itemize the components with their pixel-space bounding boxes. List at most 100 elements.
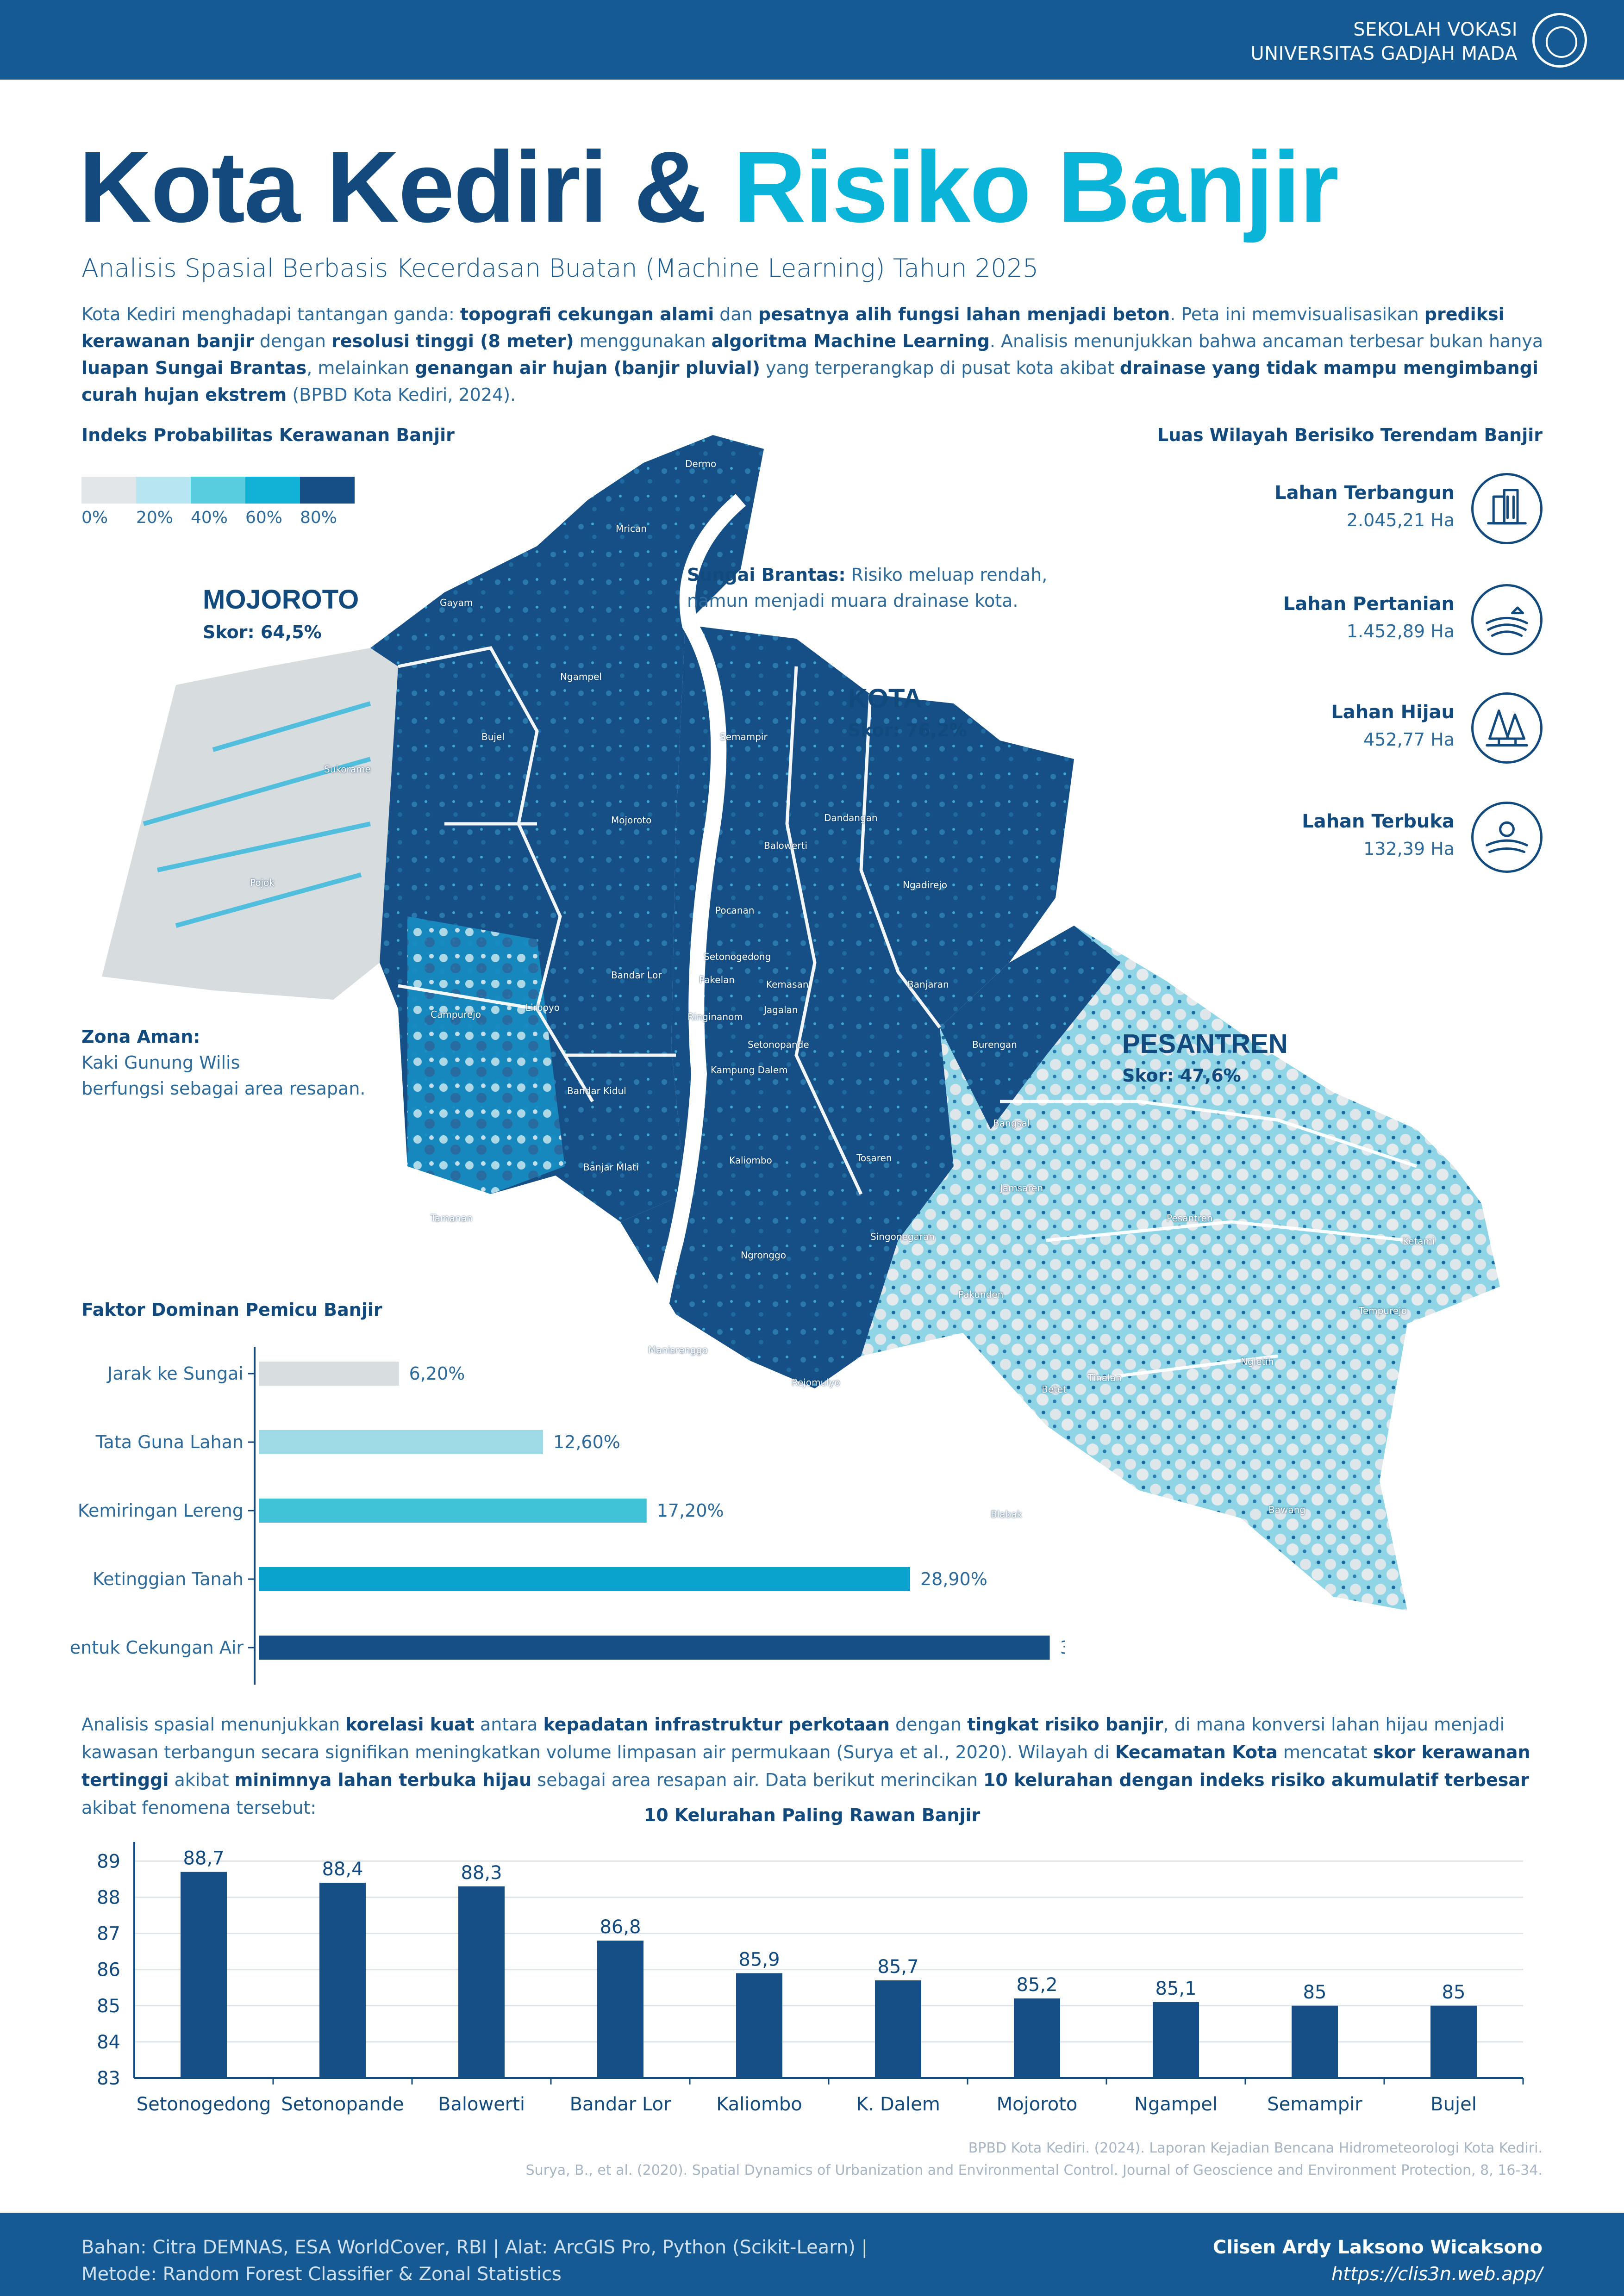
region-name-kota: KOTA <box>848 684 923 714</box>
map-kelurahan-label: Tempurejo <box>1359 1305 1407 1316</box>
kelurahan-value-label: 88,3 <box>461 1862 502 1884</box>
forest-icon <box>1471 692 1543 764</box>
legend-label: 0% <box>81 508 108 527</box>
map-zone-safe <box>102 648 398 1000</box>
map-kelurahan-label: Pojok <box>250 877 275 888</box>
kelurahan-category-label: K. Dalem <box>856 2094 940 2115</box>
land-value: 2.045,21 Ha <box>1346 510 1455 530</box>
kelurahan-category-label: Bujel <box>1430 2094 1477 2115</box>
land-value: 132,39 Ha <box>1363 839 1455 859</box>
text-run: tingkat risiko banjir <box>967 1714 1163 1735</box>
text-run: prediksi kerawanan banjir <box>81 304 1505 351</box>
map-kelurahan-label: Kampung Dalem <box>711 1064 788 1076</box>
factor-bar <box>259 1636 1050 1660</box>
map-kelurahan-label: Balowerti <box>764 840 808 851</box>
map-kelurahan-label: Bandar Lor <box>611 970 662 981</box>
kelurahan-chart-title: 10 Kelurahan Paling Rawan Banjir <box>643 1805 981 1825</box>
intro-paragraph: Kota Kediri menghadapi tantangan ganda: … <box>81 301 1544 408</box>
map-kelurahan-label: Ngletih <box>1241 1356 1274 1367</box>
open-land-icon <box>1471 802 1543 873</box>
note-brantas: Sungai Brantas: Risiko meluap rendah, na… <box>687 565 1048 611</box>
note-zona-aman: Zona Aman: Kaki Gunung Wilis berfungsi s… <box>81 1027 366 1099</box>
map-kelurahan-label: Ngadirejo <box>903 879 948 890</box>
factor-category-label: Bentuk Cekungan Air <box>69 1637 244 1658</box>
text-run: luapan Sungai Brantas <box>81 358 307 378</box>
map-kelurahan-label: Ringinanom <box>687 1011 743 1022</box>
land-name: Lahan Pertanian <box>1283 593 1455 615</box>
map-kelurahan-label: Betet <box>1042 1384 1067 1395</box>
text-run: mencatat <box>1277 1742 1373 1762</box>
map-kelurahan-label: Jagalan <box>764 1004 798 1015</box>
page-subtitle: Analisis Spasial Berbasis Kecerdasan Bua… <box>81 254 1039 283</box>
farmland-icon <box>1471 584 1543 655</box>
map-kelurahan-label: Pakelan <box>699 974 735 985</box>
map-kelurahan-label: Tinalan <box>1088 1372 1122 1383</box>
text-run: , di mana konversi lahan hijau menjadi k… <box>81 1714 1505 1762</box>
map-kelurahan-label: Bujel <box>481 731 505 742</box>
factor-category-label: Kemiringan Lereng <box>78 1500 244 1521</box>
header-bar: SEKOLAH VOKASI UNIVERSITAS GADJAH MADA <box>0 0 1624 80</box>
text-run: akibat <box>169 1770 235 1790</box>
kelurahan-bar <box>597 1941 643 2078</box>
factor-bar <box>259 1499 647 1523</box>
map-kelurahan-label: Tamanan <box>431 1213 473 1224</box>
map-kelurahan-label: Dandangan <box>824 812 878 823</box>
factor-category-label: Jarak ke Sungai <box>106 1363 244 1384</box>
legend-swatch <box>191 477 245 504</box>
page-title: Kota Kediri & Risiko Banjir <box>79 131 1339 243</box>
factor-value-label: 12,60% <box>553 1432 620 1452</box>
map-kelurahan-label: Bangsal <box>993 1118 1030 1129</box>
map-kelurahan-label: Pesantren <box>1167 1213 1213 1224</box>
text-run: Analisis spasial menunjukkan <box>81 1714 346 1735</box>
factor-category-label: Ketinggian Tanah <box>93 1569 244 1589</box>
legend-swatch <box>136 477 191 504</box>
kelurahan-bar <box>458 1886 505 2078</box>
map-kelurahan-label: Pakunden <box>958 1289 1004 1300</box>
land-name: Lahan Terbuka <box>1302 811 1455 832</box>
kelurahan-value-label: 85 <box>1303 1982 1327 2003</box>
map-kelurahan-label: Campurejo <box>431 1009 481 1020</box>
kelurahan-category-label: Mojoroto <box>997 2094 1078 2115</box>
factor-value-label: 6,20% <box>409 1363 465 1384</box>
land-item: Lahan Pertanian 1.452,89 Ha <box>1218 584 1543 658</box>
author-link[interactable]: https://clis3n.web.app/ <box>1331 2264 1543 2285</box>
map-kelurahan-label: Tosaren <box>856 1152 892 1164</box>
kelurahan-bar <box>1014 1998 1060 2078</box>
map-kelurahan-label: Sukorame <box>324 764 371 775</box>
text-run: akibat fenomena tersebut: <box>81 1798 317 1818</box>
text-run: menggunakan <box>574 331 712 351</box>
map-kelurahan-label: Lirboyo <box>525 1002 560 1013</box>
map-kelurahan-label: Ketami <box>1403 1236 1435 1247</box>
land-item: Lahan Hijau 452,77 Ha <box>1218 692 1543 766</box>
y-tick-label: 85 <box>97 1996 120 2017</box>
brantas-river <box>640 494 746 1389</box>
map-kelurahan-label: Banjar Mlati <box>583 1162 639 1173</box>
kelurahan-bar <box>875 1980 921 2078</box>
kelurahan-value-label: 85 <box>1442 1982 1466 2003</box>
map-kelurahan-label: Bandar Kidul <box>567 1085 626 1096</box>
y-tick-label: 88 <box>97 1887 120 1908</box>
kelurahan-value-label: 85,9 <box>738 1949 780 1970</box>
land-value: 1.452,89 Ha <box>1346 621 1455 641</box>
kelurahan-bar <box>1430 2005 1477 2078</box>
text-run: , melainkan <box>306 358 415 378</box>
organization-name: SEKOLAH VOKASI UNIVERSITAS GADJAH MADA <box>1250 19 1518 64</box>
factor-category-label: Tata Guna Lahan <box>95 1432 244 1452</box>
kelurahan-bar <box>736 1973 782 2078</box>
kelurahan-category-label: Bandar Lor <box>570 2094 671 2115</box>
kelurahan-value-label: 88,4 <box>322 1859 363 1880</box>
legend-swatch <box>245 477 300 504</box>
map-kelurahan-label: Mojoroto <box>611 815 652 826</box>
text-run: antara <box>474 1714 543 1735</box>
legend-label: 20% <box>136 508 174 527</box>
footer-methods: Bahan: Citra DEMNAS, ESA WorldCover, RBI… <box>81 2237 868 2285</box>
kelurahan-category-label: Semampir <box>1267 2094 1362 2115</box>
map-kelurahan-label: Manisrenggo <box>648 1344 708 1356</box>
map-zone-kota <box>620 625 1074 1388</box>
footer-credit: Clisen Ardy Laksono Wicaksono https://cl… <box>1213 2234 1543 2288</box>
text-run: . Peta ini memvisualisasikan <box>1170 304 1424 324</box>
kelurahan-bar <box>319 1883 366 2078</box>
y-tick-label: 84 <box>97 2032 120 2053</box>
map-kelurahan-label: Kemasan <box>766 979 809 990</box>
kelurahan-bar-chart: 83 84 85 86 87 88 89 88,7 Setonogedong 88,4 Setono… <box>97 1842 1524 2115</box>
